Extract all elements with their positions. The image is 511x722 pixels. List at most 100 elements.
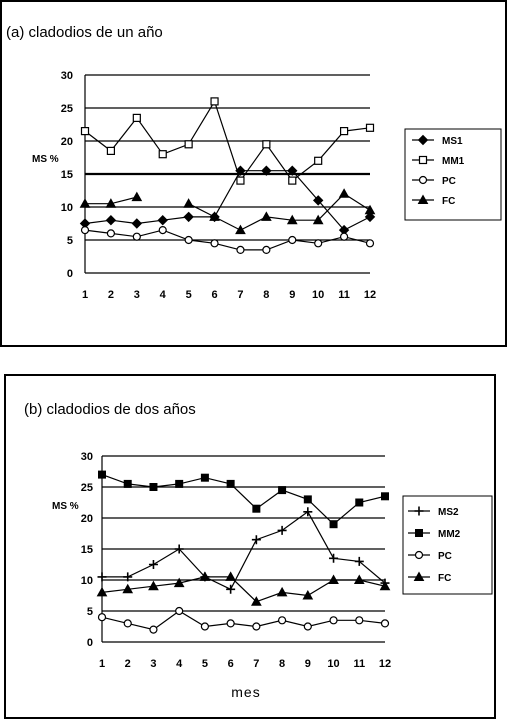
y-tick-label: 20 xyxy=(81,513,93,525)
data-point xyxy=(184,235,193,245)
panel-a-title: (a) cladodios de un año xyxy=(6,24,163,41)
data-point xyxy=(262,245,271,254)
data-point xyxy=(277,616,287,625)
x-tick-label: 9 xyxy=(305,658,311,670)
y-tick-label: 5 xyxy=(67,235,73,247)
x-tick-label: 8 xyxy=(263,289,269,301)
series-pc xyxy=(97,606,390,634)
panel-b: (b) cladodios de dos años MS % mes 0 5 10 1… xyxy=(4,374,496,719)
data-point xyxy=(106,229,116,238)
data-point xyxy=(200,622,210,631)
x-tick-label: 11 xyxy=(353,658,365,670)
data-point xyxy=(303,495,312,504)
data-point xyxy=(365,239,375,248)
data-point xyxy=(339,232,349,241)
data-point xyxy=(210,97,219,106)
x-tick-label: 6 xyxy=(211,289,217,301)
data-point xyxy=(225,571,236,581)
data-point xyxy=(312,195,324,206)
panel-b-xlabel: mes xyxy=(231,684,260,700)
y-tick-label: 25 xyxy=(61,103,73,115)
x-tick-label: 10 xyxy=(327,658,339,670)
series-line xyxy=(84,99,371,182)
data-point xyxy=(364,204,376,215)
data-point xyxy=(251,596,262,606)
data-point xyxy=(148,580,159,591)
data-point xyxy=(329,520,338,529)
data-point xyxy=(96,586,108,597)
data-point xyxy=(158,226,167,235)
legend-marker xyxy=(417,194,429,204)
panel-b-y-ticks: 0 5 10 15 20 25 30 xyxy=(81,451,93,649)
panel-a-legend: MS1 MM1 PC FC xyxy=(412,134,465,207)
data-point xyxy=(303,507,313,517)
x-tick-label: 1 xyxy=(99,658,105,670)
data-point xyxy=(175,606,184,616)
panel-a-series xyxy=(79,97,376,254)
data-point xyxy=(97,613,107,622)
data-point xyxy=(80,226,90,235)
data-point xyxy=(312,214,324,225)
x-tick-label: 5 xyxy=(202,658,208,670)
data-point xyxy=(148,560,158,569)
data-point xyxy=(329,616,338,625)
series-mm2 xyxy=(98,470,389,529)
y-tick-label: 15 xyxy=(61,169,73,181)
data-point xyxy=(97,572,107,582)
series-line xyxy=(84,170,371,231)
legend-label: PC xyxy=(442,176,456,187)
legend-label: MS1 xyxy=(442,136,463,147)
data-point xyxy=(105,214,117,226)
data-point xyxy=(364,211,376,223)
panel-a-ylabel: MS % xyxy=(32,154,59,165)
data-point xyxy=(252,622,261,631)
panel-b-legend: MS2 MM2 PC FC xyxy=(408,506,461,584)
data-point xyxy=(98,470,106,479)
data-point xyxy=(288,176,297,185)
x-tick-label: 4 xyxy=(176,658,183,670)
x-tick-label: 1 xyxy=(82,289,88,301)
legend-entry: MM1 xyxy=(412,155,465,167)
data-point xyxy=(236,176,245,185)
y-tick-label: 30 xyxy=(61,70,73,82)
panel-b-grid xyxy=(101,455,385,643)
series-line xyxy=(101,610,386,631)
panel-a-legend-frame xyxy=(404,128,502,221)
legend-entry: PC xyxy=(412,175,456,187)
data-point xyxy=(173,577,185,588)
legend-label: PC xyxy=(438,551,452,562)
series-line xyxy=(84,229,371,251)
panel-b-ylabel: MS % xyxy=(52,501,79,512)
data-point xyxy=(199,571,211,581)
data-point xyxy=(338,188,350,198)
data-point xyxy=(131,218,143,229)
data-point xyxy=(131,191,143,202)
data-point xyxy=(123,572,133,582)
x-tick-label: 12 xyxy=(364,289,376,301)
data-point xyxy=(106,146,116,155)
panel-b-x-ticks: 1 2 3 4 5 6 7 8 9 10 11 12 xyxy=(99,658,391,670)
data-point xyxy=(123,479,132,488)
data-point xyxy=(252,504,261,513)
x-tick-label: 12 xyxy=(379,658,391,670)
data-point xyxy=(200,473,209,482)
data-point xyxy=(157,214,168,226)
series-fc xyxy=(79,188,376,235)
data-point xyxy=(339,126,349,136)
data-point xyxy=(210,239,219,248)
x-tick-label: 7 xyxy=(237,289,243,301)
series-line xyxy=(101,474,386,526)
x-tick-label: 5 xyxy=(186,289,192,301)
data-point xyxy=(314,156,323,165)
data-point xyxy=(158,150,167,159)
data-point xyxy=(277,525,287,535)
data-point xyxy=(251,535,261,545)
data-point xyxy=(80,126,90,136)
data-point xyxy=(287,165,298,176)
legend-marker xyxy=(417,134,429,146)
data-point xyxy=(122,583,134,594)
data-point xyxy=(105,198,117,208)
panel-b-title: (b) cladodios de dos años xyxy=(24,401,196,418)
data-point xyxy=(286,214,298,225)
